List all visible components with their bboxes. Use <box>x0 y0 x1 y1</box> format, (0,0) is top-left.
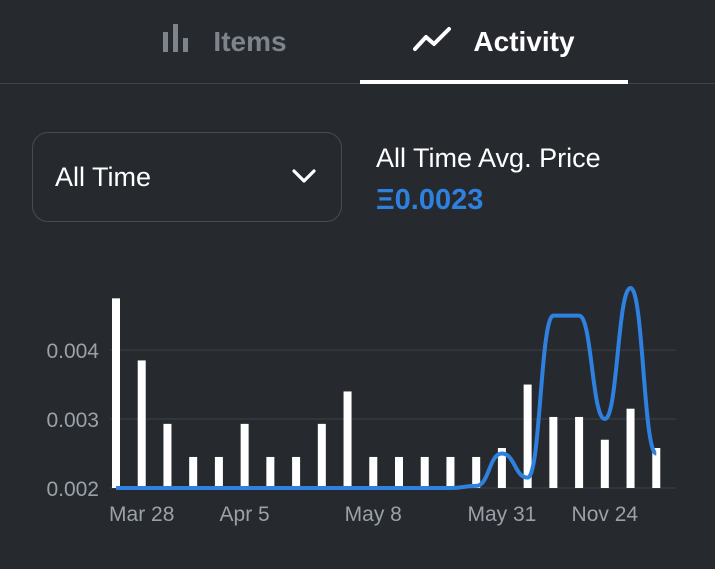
chart-bar <box>395 456 403 488</box>
chart-bar <box>137 360 146 488</box>
x-tick-label: Mar 28 <box>109 503 174 526</box>
chart-bar <box>266 456 275 488</box>
x-tick-label: May 8 <box>345 503 402 526</box>
chart-bar <box>112 298 120 488</box>
time-range-value: All Time <box>55 161 152 192</box>
time-range-dropdown[interactable]: All Time <box>32 132 342 222</box>
x-tick-label: Nov 24 <box>572 503 639 526</box>
chart-bar <box>549 416 558 488</box>
price-chart: 0.004 0.003 0.002 Mar 28 Apr 5 May 8 May 31 Nov… <box>46 286 676 526</box>
chart-bar <box>446 456 455 488</box>
y-tick-label: 0.002 <box>46 478 99 501</box>
tab-activity-label: Activity <box>473 25 575 57</box>
chart-bar <box>420 456 429 488</box>
chart-bar <box>317 423 326 488</box>
x-tick-label: Apr 5 <box>220 503 270 526</box>
chart-bar <box>575 416 584 488</box>
avg-price-line <box>116 286 659 490</box>
chart-bar <box>163 423 172 488</box>
chart-bar <box>626 408 635 488</box>
x-tick-label: May 31 <box>467 503 536 526</box>
avg-price-value: Ξ0.0023 <box>376 184 484 216</box>
avg-price-label: All Time Avg. Price <box>376 143 601 173</box>
tab-items[interactable]: Items <box>88 0 360 83</box>
tab-activity[interactable]: Activity <box>360 0 628 83</box>
chevron-down-icon <box>291 167 317 190</box>
chart-bar <box>652 448 661 488</box>
tab-items-label: Items <box>213 25 287 57</box>
y-tick-label: 0.004 <box>46 340 99 363</box>
tab-bar: Items Activity <box>0 0 715 84</box>
chart-bar <box>497 448 506 488</box>
chart-bar <box>343 391 352 488</box>
chart-bar <box>472 456 481 488</box>
y-tick-label: 0.003 <box>46 409 99 432</box>
active-tab-indicator <box>360 80 628 84</box>
chart-bar <box>189 456 198 488</box>
chart-bar <box>600 439 609 488</box>
chart-bar <box>240 423 249 488</box>
trend-line-icon <box>413 26 452 57</box>
chart-bar <box>214 456 223 488</box>
chart-bar <box>292 456 301 488</box>
chart-bar <box>523 384 532 488</box>
bar-chart-icon <box>161 24 191 59</box>
chart-bar <box>369 456 378 488</box>
